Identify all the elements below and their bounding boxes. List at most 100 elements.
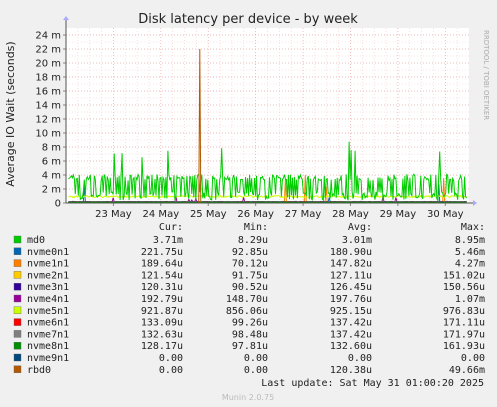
legend-name: nvme7n1 [27,329,69,340]
legend-value: 90.52u [232,282,268,293]
side-label: RRDTOOL / TOBI OETIKER [482,30,490,120]
y-tick-label: 22 m [35,45,61,56]
legend-swatch [13,342,22,350]
legend-swatch [13,283,22,291]
legend-swatch [13,294,22,303]
legend-value: 0.00 [244,353,268,364]
legend-value: 189.64u [141,259,183,270]
legend-swatch [13,330,22,338]
legend-header: Max: [461,222,485,233]
legend-value: 128.17u [141,341,183,352]
legend-value: 137.42u [330,329,372,340]
legend-value: 0.00 [159,365,183,376]
legend-name: nvme6n1 [27,318,69,329]
legend-value: 976.83u [443,306,485,317]
last-update: Last update: Sat May 31 01:00:20 2025 [261,378,484,389]
legend-swatch [13,271,22,279]
y-tick-label: 10 m [35,129,61,140]
legend-value: 221.75u [141,247,183,258]
x-tick-label: 28 May [332,209,369,220]
legend-swatch [13,353,22,362]
x-tick-label: 27 May [285,209,322,220]
legend-value: 921.87u [141,306,183,317]
legend-header: Min: [244,222,268,233]
legend-header: Cur: [159,222,183,233]
x-tick-label: 25 May [190,209,227,220]
legend-value: 133.09u [141,318,183,329]
legend-value: 4.27m [455,259,485,270]
legend: Cur: Min: Avg: Max: md0 3.71m 8.29u 3.01m 8.95m n… [13,222,485,376]
legend-swatch [13,306,22,314]
x-tick-label: 29 May [380,209,417,220]
legend-value: 98.48u [232,329,268,340]
legend-name: nvme5n1 [27,306,69,317]
legend-name: rbd0 [27,365,51,376]
legend-value: 132.60u [330,341,372,352]
legend-value: 925.15u [330,306,372,317]
y-tick-label: 14 m [35,101,61,112]
legend-name: md0 [27,235,45,246]
axes: 0 2 m 4 m 6 m 8 m 10 m 12 m 14 m 16 m 18 m 20 m 22 … [35,16,477,220]
legend-name: nvme1n1 [27,259,69,270]
x-tick-label: 24 May [143,209,180,220]
y-tick-label: 6 m [42,157,61,168]
legend-value: 0.00 [461,353,485,364]
legend-value: 91.75u [232,270,268,281]
legend-value: 3.01m [342,235,372,246]
grid-lines [66,28,469,203]
y-tick-label: 18 m [35,73,61,84]
x-axis-arrow [473,200,477,206]
legend-value: 150.56u [443,282,485,293]
legend-name: nvme8n1 [27,341,69,352]
y-tick-label: 4 m [42,171,61,182]
legend-value: 132.63u [141,329,183,340]
legend-value: 147.82u [330,259,372,270]
legend-swatch [13,365,22,373]
munin-version: Munin 2.0.75 [222,393,274,402]
legend-value: 120.31u [141,282,183,293]
legend-value: 171.97u [443,329,485,340]
series-line-md0 [68,141,467,202]
legend-value: 97.81u [232,341,268,352]
legend-value: 180.90u [330,247,372,258]
legend-value: 99.26u [232,318,268,329]
legend-value: 148.70u [226,294,268,305]
y-axis-arrow [63,16,69,20]
legend-value: 197.76u [330,294,372,305]
y-tick-label: 8 m [42,143,61,154]
legend-header: Avg: [348,222,372,233]
legend-name: nvme3n1 [27,282,69,293]
legend-value: 3.71m [153,235,183,246]
legend-value: 8.95m [455,235,485,246]
y-tick-label: 0 [55,199,61,210]
legend-name: nvme9n1 [27,353,69,364]
legend-value: 8.29u [238,235,268,246]
legend-value: 856.06u [226,306,268,317]
legend-name: nvme0n1 [27,247,69,258]
y-tick-label: 24 m [35,31,61,42]
legend-value: 121.54u [141,270,183,281]
x-tick-label: 30 May [427,209,464,220]
legend-value: 151.02u [443,270,485,281]
legend-value: 0.00 [348,353,372,364]
legend-swatch [13,318,22,326]
legend-value: 120.38u [330,365,372,376]
y-tick-label: 20 m [35,59,61,70]
legend-name: nvme2n1 [27,270,69,281]
legend-value: 92.85u [232,247,268,258]
legend-value: 192.79u [141,294,183,305]
legend-value: 126.45u [330,282,372,293]
legend-value: 49.66m [449,365,485,376]
legend-swatch [13,247,22,256]
legend-value: 0.00 [244,365,268,376]
y-axis-label: Average IO Wait (seconds) [4,41,17,186]
legend-value: 171.11u [443,318,485,329]
legend-value: 1.07m [455,294,485,305]
legend-value: 5.46m [455,247,485,258]
x-tick-label: 26 May [237,209,274,220]
legend-swatch [13,259,22,267]
x-tick-label: 23 May [95,209,132,220]
y-tick-label: 2 m [42,185,61,196]
y-tick-label: 16 m [35,87,61,98]
